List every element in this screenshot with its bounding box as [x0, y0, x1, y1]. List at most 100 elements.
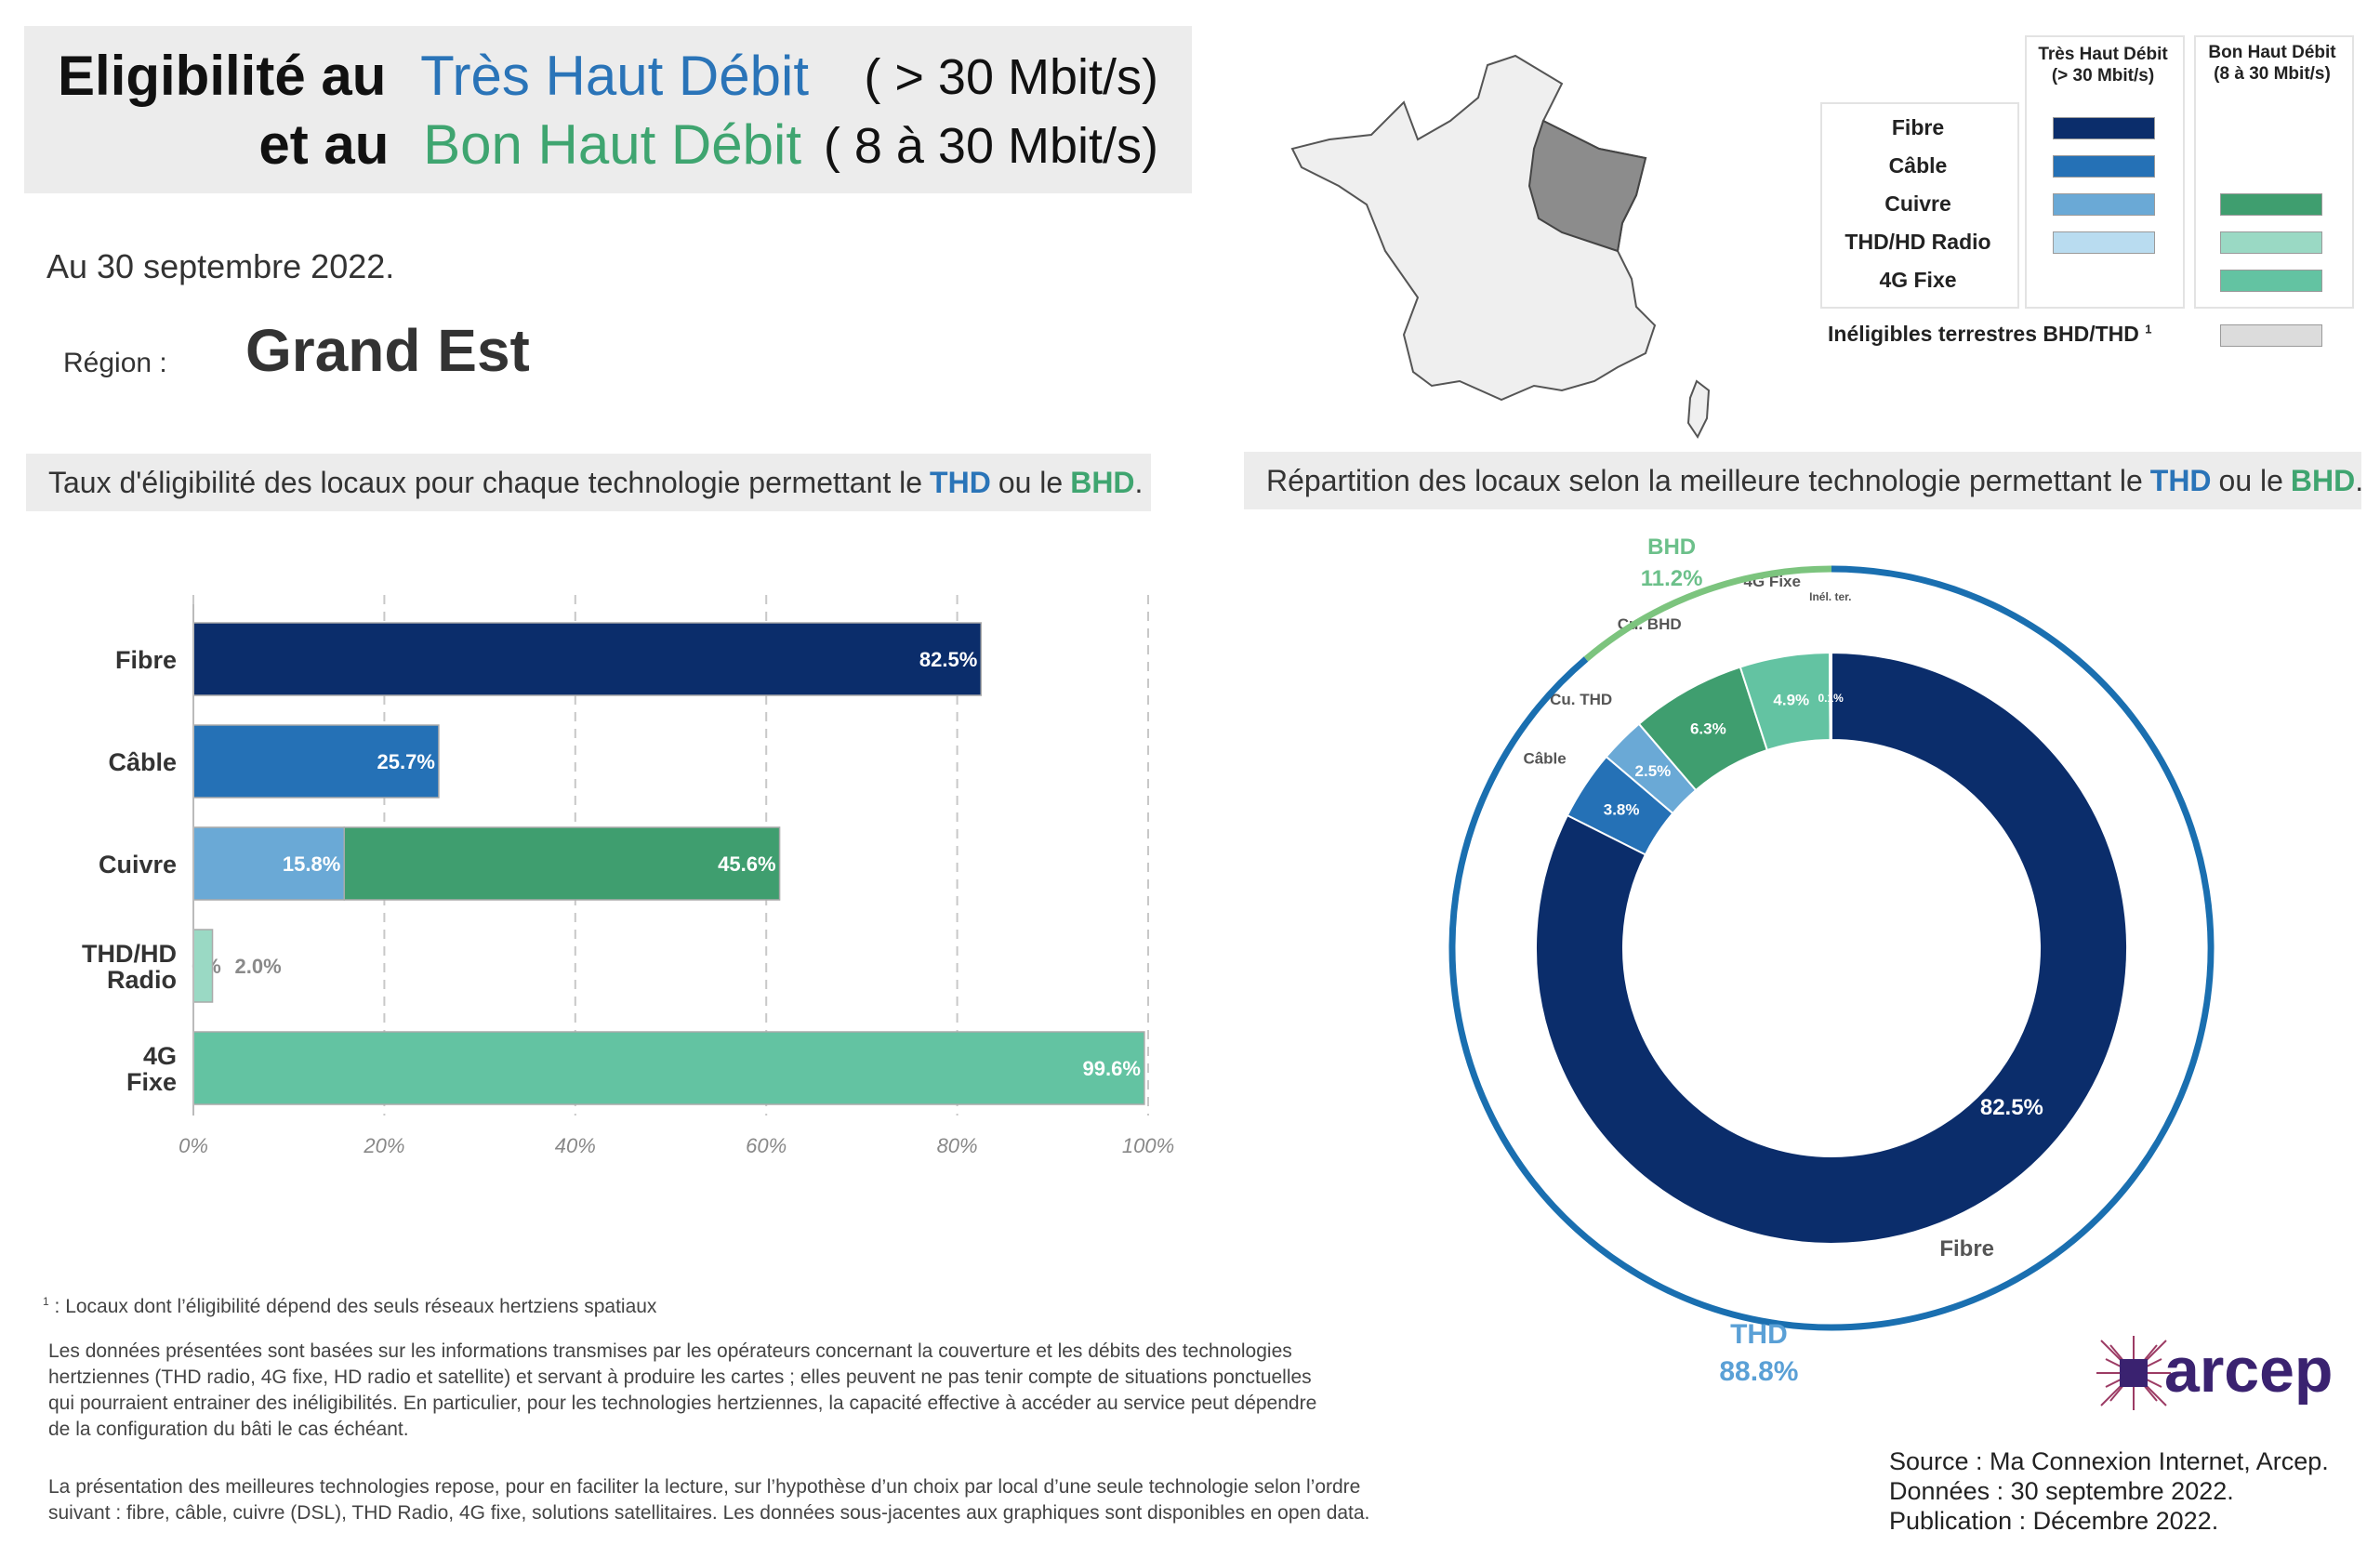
donut-chart-header: Répartition des locaux selon la meilleur… — [1244, 452, 2364, 509]
bar-value-label: 45.6% — [718, 852, 775, 876]
region-label: Région : — [63, 348, 167, 378]
legend-bhd-swatch — [2220, 231, 2322, 254]
legend-row-label: THD/HD Radio — [1844, 230, 1991, 254]
legend-thd-swatch — [2053, 193, 2155, 216]
arcep-logo-mark-icon — [2096, 1336, 2171, 1410]
legend-bhd-swatch — [2220, 270, 2322, 292]
footnote-line: La présentation des meilleures technolog… — [48, 1476, 1361, 1498]
distribution-donut-chart: 82.5% Fibre 3.8% Câble 2.5% Cu. THD 6.3% Cu. BH… — [1448, 535, 2215, 1387]
legend-bhd-box — [2194, 35, 2354, 309]
category-label: THD/HD Radio — [82, 940, 177, 994]
source-block: Source : Ma Connexion Internet, Arcep. D… — [1889, 1446, 2329, 1536]
x-tick-label: 80% — [937, 1134, 978, 1157]
title-range-2: ( 8 à 30 Mbit/s) — [823, 118, 1158, 174]
legend-thd-header-2: (> 30 Mbit/s) — [2051, 65, 2155, 86]
outer-ring-name: THD — [1730, 1319, 1788, 1350]
x-tick-label: 20% — [363, 1134, 404, 1157]
arcep-logo-text: arcep — [2164, 1335, 2334, 1406]
title-bhd: Bon Haut Débit — [423, 113, 801, 176]
category-label: Câble — [108, 748, 177, 776]
corsica — [1686, 379, 1711, 439]
donut-header-bhd: BHD — [2290, 463, 2356, 497]
bar-value-label: 25.7% — [377, 750, 435, 773]
legend-thd-header-1: Très Haut Débit — [2038, 45, 2168, 64]
bar-header-text: Taux d'éligibilité des locaux pour chaqu… — [48, 465, 923, 499]
category-label: Fibre — [115, 646, 177, 674]
bar-value-label: 99.6% — [1083, 1057, 1141, 1080]
bar-thd — [192, 826, 346, 901]
source-line: Source : Ma Connexion Internet, Arcep. — [1889, 1447, 2329, 1475]
grand-est-region — [1527, 119, 1647, 253]
bar-header-thd: THD — [930, 465, 991, 499]
x-tick-label: 0% — [178, 1134, 208, 1157]
donut-header-thd: THD — [2149, 463, 2212, 497]
legend-row-label: 4G Fixe — [1879, 268, 1957, 292]
slice-name-label: Inél. ter. — [1809, 590, 1851, 603]
donut-header-suffix: . — [2355, 463, 2364, 497]
footnote-1: 1 : Locaux dont l’éligibilité dépend des… — [43, 1288, 656, 1320]
bar-bhd — [192, 1031, 1145, 1105]
slice-value-label: 3.8% — [1604, 800, 1640, 818]
data-date-line: Données : 30 septembre 2022. — [1889, 1477, 2234, 1505]
donut-header-mid: ou le — [2218, 463, 2283, 497]
legend-row-label: Fibre — [1891, 115, 1945, 139]
slice-name-label: Cu. THD — [1550, 691, 1612, 708]
france-map — [1290, 54, 1711, 439]
slice-name-label: Câble — [1523, 750, 1566, 768]
legend-row-label: Cuivre — [1884, 191, 1951, 216]
date-text: Au 30 septembre 2022. — [46, 247, 395, 285]
bar-value-label: 82.5% — [919, 648, 977, 671]
footnote-line: de la configuration du bâti le cas échéa… — [48, 1419, 409, 1440]
x-tick-label: 60% — [746, 1134, 787, 1157]
outer-ring-name: BHD — [1647, 535, 1696, 560]
legend-row-label: Câble — [1888, 153, 1948, 178]
legend-ineligible-swatch — [2220, 324, 2322, 347]
slice-name-label: Fibre — [1939, 1236, 1994, 1261]
arcep-logo[interactable]: arcep — [2092, 1331, 2334, 1415]
footnote-line: suivant : fibre, câble, cuivre (DSL), TH… — [48, 1502, 1370, 1524]
legend-labels-box — [1820, 102, 2019, 309]
legend-bhd-swatch — [2220, 193, 2322, 216]
footnote-1-text: : Locaux dont l’éligibilité dépend des s… — [54, 1296, 657, 1317]
slice-value-label: 82.5% — [1980, 1095, 2043, 1120]
outer-ring-value: 88.8% — [1719, 1356, 1798, 1387]
bar-header-suffix: . — [1134, 465, 1144, 499]
slice-value-label: 0.1% — [1818, 692, 1844, 705]
outer-ring-thd — [1448, 565, 2215, 1331]
legend-thd-header: Très Haut Débit (> 30 Mbit/s) — [2025, 45, 2181, 87]
legend-ineligible-label: Inéligibles terrestres BHD/THD — [1828, 322, 2139, 346]
slice-name-label: Cu. BHD — [1618, 615, 1682, 633]
bar-bhd — [192, 929, 214, 1003]
title-prefix-2: et au — [258, 113, 390, 176]
legend-bhd-header-1: Bon Haut Débit — [2208, 43, 2336, 62]
bar-bhd — [343, 826, 781, 901]
donut-slice — [1828, 651, 1832, 742]
bar-thd — [192, 622, 983, 696]
footnote-1-sup: 1 — [43, 1295, 49, 1308]
legend-ineligible: Inéligibles terrestres BHD/THD 1 — [1828, 322, 2152, 347]
legend-bhd-header-2: (8 à 30 Mbit/s) — [2214, 63, 2331, 84]
eligibility-bar-chart: 0% 20% 40% 60% 80% 100% 82.5% Fibre 25.7% Câble 15… — [82, 595, 1174, 1157]
footnote-paragraph-1: Les données présentées sont basées sur l… — [48, 1339, 1316, 1443]
title-thd: Très Haut Débit — [420, 45, 809, 107]
bar-thd — [192, 724, 440, 799]
footnote-paragraph-2: La présentation des meilleures technolog… — [48, 1474, 1369, 1526]
legend-bhd-header: Bon Haut Débit (8 à 30 Mbit/s) — [2194, 43, 2350, 86]
title-line-1: Eligibilité au Très Haut Débit — [58, 48, 809, 104]
title-prefix-1: Eligibilité au — [58, 45, 387, 107]
bar-value-label: 2.0% — [235, 955, 282, 978]
footnote-line: qui pourraient entrainer des inéligibili… — [48, 1393, 1317, 1414]
title-line-2: et au Bon Haut Débit — [258, 117, 801, 173]
donut-slice — [1535, 651, 2128, 1245]
donut-header-text: Répartition des locaux selon la meilleur… — [1266, 463, 2143, 497]
category-label: 4G Fixe — [126, 1042, 177, 1096]
legend-thd-swatch — [2053, 117, 2155, 139]
x-tick-label: 40% — [555, 1134, 596, 1157]
bar-header-mid: ou le — [998, 465, 1064, 499]
title-range-1: ( > 30 Mbit/s) — [864, 49, 1158, 105]
slice-value-label: 2.5% — [1635, 762, 1672, 780]
footnote-line: Les données présentées sont basées sur l… — [48, 1340, 1292, 1362]
x-tick-label: 100% — [1122, 1134, 1174, 1157]
slice-value-label: 6.3% — [1690, 720, 1726, 738]
bar-header-bhd: BHD — [1070, 465, 1135, 499]
